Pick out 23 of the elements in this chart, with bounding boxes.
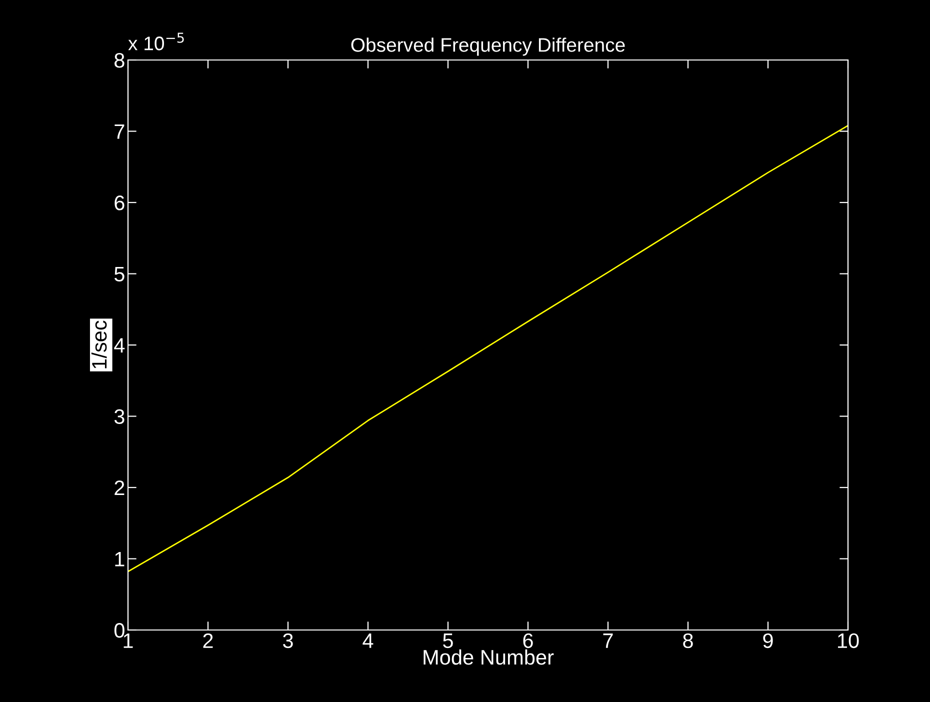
y-tick-label: 4 xyxy=(114,338,125,353)
y-tick-label: 2 xyxy=(114,480,124,496)
x-tick-label: 5 xyxy=(443,634,453,648)
x-tick-label: 4 xyxy=(362,634,374,648)
y-tick-label: 7 xyxy=(114,124,124,139)
y-tick-label: 3 xyxy=(114,409,124,424)
x-tick-label: 9 xyxy=(763,633,773,648)
chart-title: Observed Frequency Difference xyxy=(351,38,625,56)
y-tick-label: 8 xyxy=(114,53,124,68)
y-tick-label: 6 xyxy=(114,196,124,210)
y-tick-label: 5 xyxy=(114,266,124,282)
x-tick-label: 2 xyxy=(203,633,213,648)
x-tick-label: 3 xyxy=(283,633,293,648)
y-axis-title: 1/sec xyxy=(91,320,107,368)
y-tick-label: 0 xyxy=(114,623,124,638)
x-tick-label: 8 xyxy=(683,633,693,648)
x-axis-title: Mode Number xyxy=(424,649,554,665)
text: x 10$^{−5}$ xyxy=(128,32,184,50)
x-tick-label: 7 xyxy=(603,634,613,648)
x-tick-label: 10 xyxy=(838,633,859,648)
y-tick-label: 1 xyxy=(115,552,124,566)
x-tick-label: 6 xyxy=(523,633,533,648)
line-series xyxy=(128,124,848,572)
